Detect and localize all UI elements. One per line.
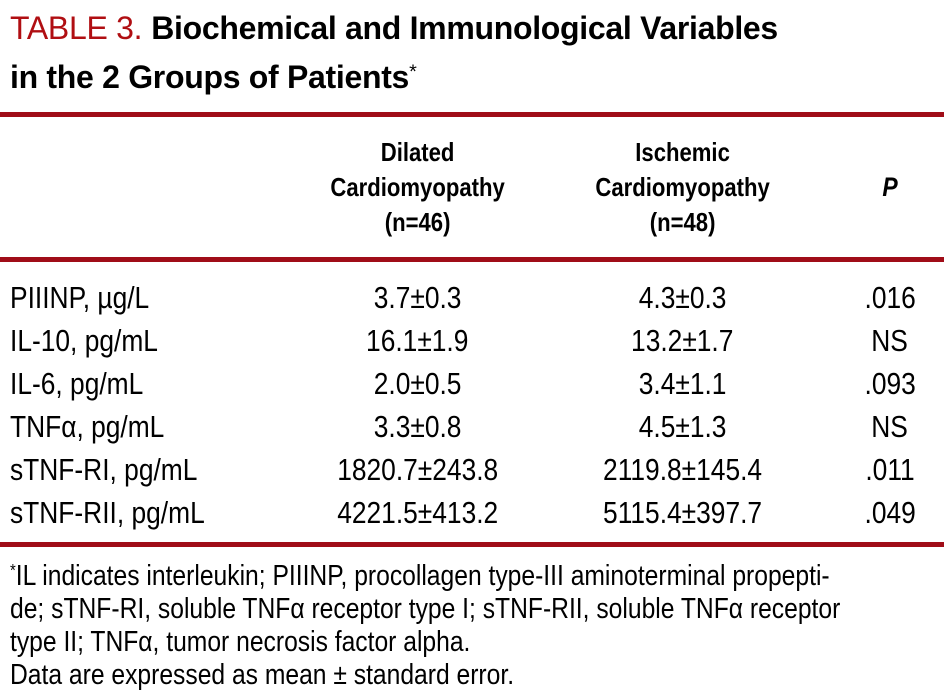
table-row: IL-10, pg/mL 16.1±1.9 13.2±1.7 NS [10,319,934,362]
table-header-row: Dilated Cardiomyopathy (n=46) Ischemic C… [10,117,934,257]
header-ischemic-line3: (n=48) [649,206,716,237]
table-row: PIIINP, µg/L 3.7±0.3 4.3±0.3 .016 [10,276,934,319]
title-line-2: in the 2 Groups of Patients* [10,50,934,99]
table-body: PIIINP, µg/L 3.7±0.3 4.3±0.3 .016 IL-10,… [10,276,934,538]
footnote-data-note-text: Data are expressed as mean ± standard er… [10,659,515,691]
p-value-cell: .049 [820,495,934,531]
header-dilated-line1: Dilated [380,136,455,167]
table-row: sTNF-RII, pg/mL 4221.5±413.2 5115.4±397.… [10,491,934,534]
p-value-cell: NS [820,409,934,445]
value-ischemic-cell: 3.4±1.1 [545,366,820,402]
value-dilated: 2.0±0.5 [373,365,462,401]
row-label: sTNF-RI, pg/mL [10,451,198,487]
divider-top [0,112,944,117]
value-dilated: 3.7±0.3 [373,279,462,315]
footnote-line-1: *IL indicates interleukin; PIIINP, proco… [10,554,934,593]
header-dilated-cardiomyopathy: Dilated Cardiomyopathy (n=46) [290,135,545,240]
header-dilated-line2: Cardiomyopathy [330,171,505,202]
value-ischemic: 2119.8±145.4 [602,451,763,487]
value-ischemic-cell: 4.3±0.3 [545,280,820,316]
value-dilated: 3.3±0.8 [373,408,462,444]
header-p-value: P [820,170,934,205]
value-ischemic: 3.4±1.1 [638,365,727,401]
value-dilated-cell: 1820.7±243.8 [290,452,545,488]
p-value-cell: NS [820,323,934,359]
footnote-marker: * [10,560,16,580]
value-ischemic-cell: 2119.8±145.4 [545,452,820,488]
p-value-cell: .011 [820,452,934,488]
p-value: NS [871,408,909,444]
p-value: .093 [864,365,916,401]
divider-bottom [0,542,944,547]
value-dilated-cell: 16.1±1.9 [290,323,545,359]
footnote-abbrev-text-2: de; sTNF-RI, soluble TNFα receptor type … [10,593,841,625]
footnote-line-3: type II; TNFα, tumor necrosis factor alp… [10,626,934,659]
header-dilated-line3: (n=46) [384,206,451,237]
row-label-cell: sTNF-RI, pg/mL [10,452,290,488]
value-dilated-cell: 3.7±0.3 [290,280,545,316]
header-ischemic-cardiomyopathy: Ischemic Cardiomyopathy (n=48) [545,135,820,240]
footnote-line-2: de; sTNF-RI, soluble TNFα receptor type … [10,593,934,626]
footnote-abbrev-text-1: IL indicates interleukin; PIIINP, procol… [15,560,830,592]
value-ischemic: 4.3±0.3 [638,279,727,315]
row-label: sTNF-RII, pg/mL [10,494,205,530]
value-ischemic: 4.5±1.3 [638,408,727,444]
footnote-line-1-text: *IL indicates interleukin; PIIINP, proco… [10,554,830,593]
value-dilated-cell: 2.0±0.5 [290,366,545,402]
value-dilated: 1820.7±243.8 [337,451,498,487]
row-label-cell: PIIINP, µg/L [10,280,290,316]
value-dilated-cell: 3.3±0.8 [290,409,545,445]
row-label: IL-6, pg/mL [10,365,144,401]
value-ischemic-cell: 5115.4±397.7 [545,495,820,531]
row-label-cell: IL-6, pg/mL [10,366,290,402]
table-row: TNFα, pg/mL 3.3±0.8 4.5±1.3 NS [10,405,934,448]
value-ischemic: 5115.4±397.7 [602,494,763,530]
value-dilated: 4221.5±413.2 [337,494,498,530]
p-value: .049 [864,494,916,530]
value-dilated: 16.1±1.9 [366,322,469,358]
footnote-data-note: Data are expressed as mean ± standard er… [10,659,934,692]
value-ischemic: 13.2±1.7 [631,322,734,358]
p-value-cell: .016 [820,280,934,316]
p-value: NS [871,322,909,358]
table-body-spacer [10,534,934,538]
title-text-line2: in the 2 Groups of Patients [10,59,410,95]
table-number-label: TABLE 3. [10,10,143,46]
p-label: P [882,171,898,202]
table-footnote: *IL indicates interleukin; PIIINP, proco… [10,554,934,692]
row-label-cell: IL-10, pg/mL [10,323,290,359]
value-ischemic-cell: 13.2±1.7 [545,323,820,359]
value-dilated-cell: 4221.5±413.2 [290,495,545,531]
row-label-cell: TNFα, pg/mL [10,409,290,445]
p-value: .011 [865,451,915,487]
p-value: .016 [864,279,916,315]
p-value-cell: .093 [820,366,934,402]
title-line-1: TABLE 3. Biochemical and Immunological Va… [10,6,934,50]
row-label: TNFα, pg/mL [10,408,165,444]
header-ischemic-stack: Ischemic Cardiomyopathy (n=48) [595,135,769,240]
title-footnote-marker: * [409,61,417,83]
divider-header [0,257,944,262]
table-row: IL-6, pg/mL 2.0±0.5 3.4±1.1 .093 [10,362,934,405]
header-ischemic-line1: Ischemic [635,136,730,167]
row-label-cell: sTNF-RII, pg/mL [10,495,290,531]
header-dilated-stack: Dilated Cardiomyopathy (n=46) [330,135,504,240]
footnote-abbrev-text-3: type II; TNFα, tumor necrosis factor alp… [10,626,471,658]
row-label: PIIINP, µg/L [10,279,150,315]
title-text-line1: Biochemical and Immunological Variables [151,10,778,46]
value-ischemic-cell: 4.5±1.3 [545,409,820,445]
header-ischemic-line2: Cardiomyopathy [595,171,770,202]
row-label: IL-10, pg/mL [10,322,158,358]
table-row: sTNF-RI, pg/mL 1820.7±243.8 2119.8±145.4… [10,448,934,491]
table-title: TABLE 3. Biochemical and Immunological Va… [10,6,934,99]
